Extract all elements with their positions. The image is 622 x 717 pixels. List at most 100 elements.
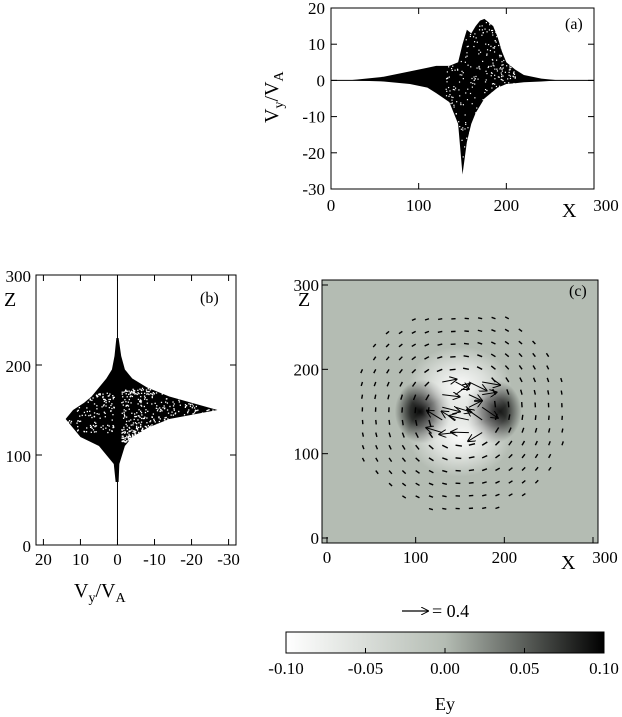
field-vector bbox=[415, 469, 420, 474]
panel-b-point bbox=[125, 401, 127, 403]
panel-a-point bbox=[486, 72, 488, 75]
panel-b-point bbox=[201, 412, 204, 414]
panel-b-point bbox=[137, 403, 139, 405]
panel-b-point bbox=[140, 404, 142, 407]
panel-b-point bbox=[145, 389, 148, 391]
colorbar: -0.10 -0.05 0.00 0.05 0.10 Ey bbox=[268, 631, 619, 714]
field-vector bbox=[532, 352, 536, 358]
panel-b-point bbox=[131, 392, 133, 394]
panel-b-point bbox=[110, 404, 112, 407]
panel-a-point bbox=[447, 86, 450, 89]
field-vector bbox=[468, 381, 487, 391]
panel-b-point bbox=[161, 410, 163, 412]
panel-b-point bbox=[89, 424, 92, 427]
panel-b-point bbox=[129, 391, 131, 393]
field-vector bbox=[415, 432, 419, 438]
xlabel-b-main: V bbox=[74, 580, 89, 602]
panel-b-point bbox=[99, 417, 101, 419]
panel-a-point bbox=[502, 64, 504, 66]
field-vector bbox=[401, 457, 406, 462]
panel-b-point bbox=[183, 414, 186, 416]
field-vector bbox=[372, 343, 377, 348]
field-vector bbox=[495, 454, 501, 459]
panel-b-point bbox=[125, 410, 127, 412]
panel-b-point bbox=[124, 437, 126, 439]
panel-a-point bbox=[489, 24, 491, 26]
panel-b-point bbox=[143, 395, 146, 397]
panel-b-point bbox=[133, 391, 136, 393]
field-vector bbox=[415, 482, 420, 487]
panel-b-point bbox=[78, 420, 81, 423]
panel-a-point bbox=[513, 73, 516, 75]
panel-b-point bbox=[125, 436, 127, 439]
panel-c-y-tick-label: 100 bbox=[294, 445, 320, 464]
panel-b-point bbox=[155, 392, 158, 394]
panel-b-point bbox=[144, 425, 146, 428]
panel-a-point bbox=[488, 65, 490, 68]
ylabel-a-mid: /V bbox=[261, 81, 283, 102]
field-vector bbox=[388, 457, 393, 462]
panel-b-point bbox=[112, 424, 114, 427]
panel-a-x-tick-label: 0 bbox=[327, 196, 336, 215]
field-vector bbox=[468, 395, 482, 401]
panel-a-point bbox=[451, 69, 453, 72]
panel-b-point bbox=[94, 425, 96, 428]
panel-a-point bbox=[462, 127, 464, 129]
panel-a-point bbox=[490, 75, 492, 77]
field-vector bbox=[398, 330, 403, 335]
panel-b-point bbox=[136, 429, 139, 431]
panel-b-point bbox=[139, 400, 141, 403]
panel-a-label: (a) bbox=[565, 16, 583, 33]
panel-a-point bbox=[494, 83, 496, 85]
panel-a-point bbox=[462, 156, 464, 158]
panel-a-point bbox=[504, 81, 506, 84]
panel-b-point bbox=[139, 388, 141, 390]
panel-a-point bbox=[462, 78, 464, 80]
panel-b-point bbox=[102, 425, 104, 427]
panel-a-point bbox=[478, 53, 480, 55]
panel-b-point bbox=[93, 403, 96, 405]
panel-a-point bbox=[508, 82, 510, 84]
panel-b-point bbox=[121, 440, 123, 442]
panel-b-point bbox=[95, 431, 97, 433]
field-vector bbox=[415, 495, 420, 499]
panel-a-envelope bbox=[348, 18, 559, 175]
panel-b-point bbox=[121, 393, 123, 395]
panel-b-point bbox=[112, 426, 114, 429]
panel-b-point bbox=[151, 403, 153, 405]
field-vector bbox=[521, 440, 526, 446]
panel-b-point bbox=[164, 419, 166, 421]
panel-a-point bbox=[513, 72, 515, 75]
panel-b-point bbox=[127, 438, 130, 440]
panel-b-point bbox=[162, 407, 164, 409]
field-vector bbox=[494, 427, 500, 433]
panel-b-point bbox=[96, 405, 98, 407]
panel-b-point bbox=[133, 390, 136, 392]
panel-b-point bbox=[102, 395, 104, 398]
panel-a-x-tick-label: 100 bbox=[406, 196, 432, 215]
panel-a-point bbox=[500, 76, 503, 78]
field-vector bbox=[481, 468, 488, 472]
panel-a-point bbox=[467, 127, 469, 129]
panel-a-point bbox=[449, 93, 451, 96]
panel-a-point bbox=[454, 89, 456, 91]
field-vector bbox=[455, 381, 469, 389]
panel-a-point bbox=[458, 89, 460, 91]
field-vector bbox=[504, 353, 510, 358]
panel-b-point bbox=[134, 422, 137, 424]
field-vector bbox=[468, 469, 475, 472]
panel-a-point bbox=[486, 49, 489, 51]
panel-b-point bbox=[131, 429, 133, 431]
panel-a-point bbox=[514, 76, 516, 78]
field-vector bbox=[411, 343, 417, 348]
panel-a-point bbox=[486, 31, 488, 33]
panel-a-y-tick-label: 0 bbox=[317, 71, 326, 90]
field-vector bbox=[560, 377, 563, 383]
panel-a-point bbox=[467, 137, 470, 139]
field-vector bbox=[494, 413, 498, 421]
field-vector bbox=[411, 318, 416, 322]
field-vector bbox=[481, 494, 487, 497]
panel-a-point bbox=[478, 49, 480, 51]
